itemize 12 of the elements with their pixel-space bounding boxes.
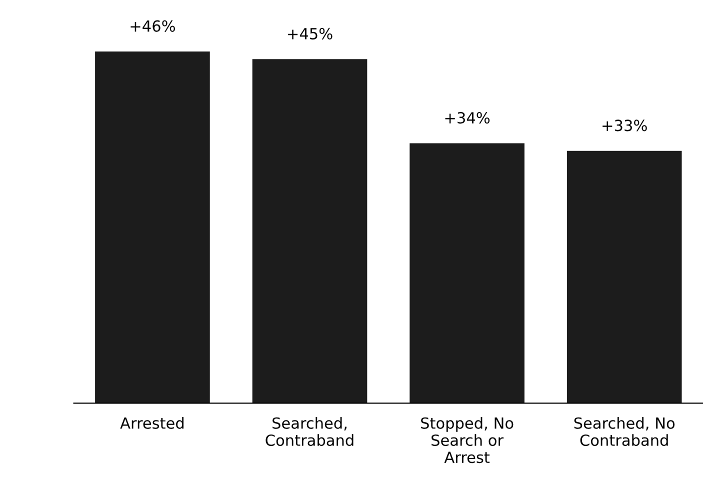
x-tick-label: Searched, No Contraband — [574, 417, 675, 446]
data-label: +45% — [288, 28, 332, 40]
data-label: +46% — [130, 20, 175, 32]
data-label: +34% — [445, 112, 490, 124]
bar — [95, 51, 210, 404]
x-tick-label: Arrested — [120, 417, 184, 429]
data-label: +33% — [602, 120, 647, 132]
x-tick-label: Stopped, No Search or Arrest — [421, 417, 514, 464]
bar — [410, 143, 524, 404]
x-tick-label: Searched, Contraband — [266, 417, 354, 446]
bar — [566, 150, 682, 404]
bar — [252, 59, 368, 404]
